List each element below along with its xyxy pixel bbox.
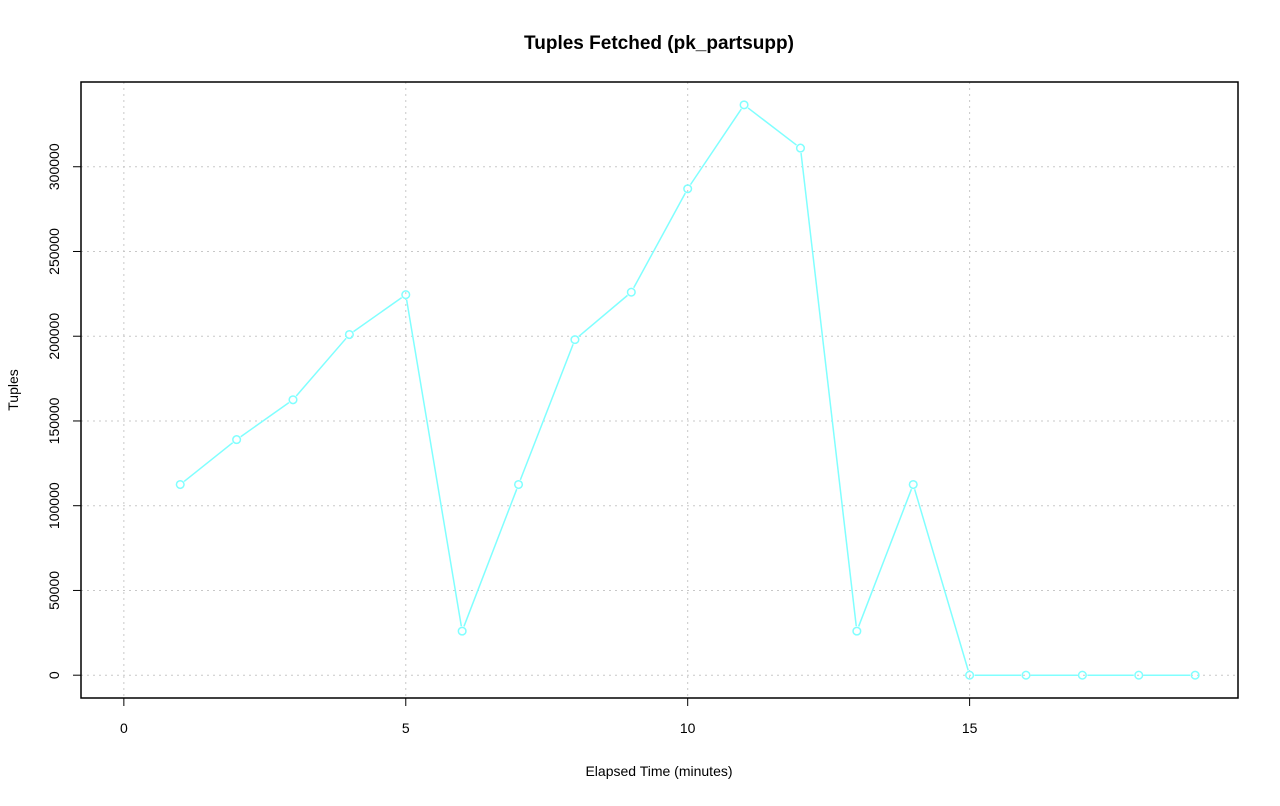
x-tick-label: 15	[962, 720, 978, 736]
data-point	[795, 143, 806, 153]
data-point	[626, 287, 636, 297]
y-tick-label: 250000	[46, 228, 62, 275]
y-axis-label: Tuples	[5, 369, 21, 411]
series-segment	[463, 488, 518, 627]
x-axis-label: Elapsed Time (minutes)	[585, 763, 732, 779]
data-point	[1077, 670, 1087, 680]
series-segment	[519, 344, 574, 481]
series-segment	[405, 299, 463, 627]
data-point	[288, 395, 298, 405]
y-tick-label: 100000	[46, 482, 62, 529]
data-point	[1021, 670, 1031, 680]
data-point	[513, 479, 524, 490]
y-tick-label: 300000	[46, 143, 62, 190]
series-segment	[633, 192, 686, 289]
x-tick-label: 5	[402, 720, 410, 736]
series-segment	[747, 107, 797, 146]
data-point	[401, 290, 411, 300]
data-point	[344, 329, 354, 340]
series-segment	[183, 442, 234, 482]
x-tick-label: 10	[680, 720, 696, 736]
data-point	[965, 670, 975, 680]
data-point	[175, 479, 185, 490]
grid	[81, 82, 1238, 698]
series	[175, 100, 1200, 680]
series-segment	[578, 294, 628, 337]
y-tick-label: 200000	[46, 313, 62, 360]
data-point	[457, 626, 467, 636]
chart-title: Tuples Fetched (pk_partsupp)	[524, 33, 794, 54]
series-segment	[295, 337, 347, 397]
series-segment	[689, 108, 742, 186]
data-point	[570, 335, 580, 345]
plot-frame	[80, 81, 1239, 699]
y-tick-label: 0	[46, 671, 62, 679]
data-point	[683, 184, 693, 194]
y-tick-label: 150000	[46, 397, 62, 444]
data-point	[908, 479, 918, 490]
data-point	[739, 100, 749, 110]
series-segment	[913, 489, 969, 671]
series-segment	[240, 402, 290, 438]
data-point	[852, 626, 862, 636]
series-segment	[800, 152, 858, 627]
x-tick-label: 0	[120, 720, 128, 736]
axes: 0 5 10 15 0 50000 100000 150000 200000 250000 3000…	[46, 143, 978, 736]
data-point	[1190, 670, 1200, 680]
y-tick-label: 50000	[46, 571, 62, 610]
data-point	[232, 435, 242, 445]
series-segment	[857, 488, 913, 627]
series-segment	[353, 296, 403, 333]
data-point	[1134, 670, 1144, 680]
